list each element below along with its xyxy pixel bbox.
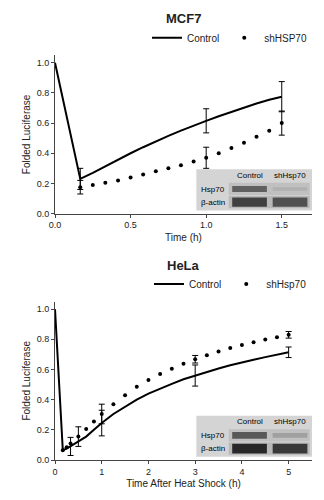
svg-text:3: 3 — [193, 467, 198, 477]
svg-text:0.2: 0.2 — [37, 425, 50, 435]
svg-text:0.6: 0.6 — [37, 365, 50, 375]
svg-text:Time After Heat Shock (h): Time After Heat Shock (h) — [126, 478, 241, 489]
svg-text:Folded Luciferase: Folded Luciferase — [21, 341, 32, 421]
svg-text:1.0: 1.0 — [37, 58, 50, 68]
svg-text:0.4: 0.4 — [37, 395, 50, 405]
svg-text:1.5: 1.5 — [276, 220, 289, 230]
svg-text:Control: Control — [237, 417, 263, 426]
svg-text:Hsp70: Hsp70 — [201, 431, 225, 440]
svg-text:shHsp70: shHsp70 — [274, 417, 306, 426]
svg-text:Control: Control — [189, 279, 221, 290]
svg-text:0.8: 0.8 — [37, 334, 50, 344]
svg-text:0.8: 0.8 — [37, 88, 50, 98]
svg-text:Folded Luciferase: Folded Luciferase — [21, 94, 32, 174]
svg-text:1.0: 1.0 — [37, 304, 50, 314]
svg-text:β-actin: β-actin — [201, 198, 225, 207]
svg-text:0.5: 0.5 — [124, 220, 137, 230]
svg-text:Control: Control — [187, 33, 219, 44]
svg-text:MCF7: MCF7 — [166, 11, 201, 26]
svg-text:β-actin: β-actin — [201, 444, 225, 453]
svg-text:Time (h): Time (h) — [165, 232, 202, 243]
svg-text:Control: Control — [237, 171, 263, 180]
svg-text:0: 0 — [52, 467, 57, 477]
svg-text:5: 5 — [286, 467, 291, 477]
svg-text:shHsp70: shHsp70 — [274, 171, 306, 180]
svg-text:0.0: 0.0 — [49, 220, 62, 230]
svg-text:1: 1 — [99, 467, 104, 477]
svg-text:4: 4 — [239, 467, 244, 477]
svg-text:0.4: 0.4 — [37, 148, 50, 158]
svg-text:shHsp70: shHsp70 — [266, 279, 306, 290]
svg-text:0.0: 0.0 — [37, 209, 50, 219]
svg-text:1.0: 1.0 — [200, 220, 213, 230]
svg-text:shHSP70: shHSP70 — [264, 33, 307, 44]
svg-text:Hsp70: Hsp70 — [201, 185, 225, 194]
svg-text:2: 2 — [146, 467, 151, 477]
svg-text:0.6: 0.6 — [37, 118, 50, 128]
svg-text:HeLa: HeLa — [167, 258, 200, 273]
svg-text:0.0: 0.0 — [37, 455, 50, 465]
svg-text:0.2: 0.2 — [37, 179, 50, 189]
